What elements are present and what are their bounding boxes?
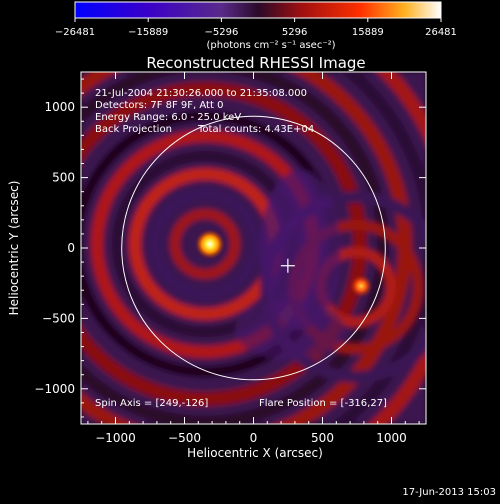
colorbar-tick-label: 15889: [352, 27, 384, 38]
y-axis-label: Heliocentric Y (arcsec): [7, 181, 21, 316]
annotation-time: 21-Jul-2004 21:30:26.000 to 21:35:08.000: [95, 88, 307, 99]
overlay: [121, 115, 386, 381]
colorbar-tick-label: 5296: [282, 27, 307, 38]
annotation-counts: Total counts: 4.43E+04: [197, 124, 314, 135]
secondary-source: [349, 274, 373, 298]
solar-disk-limb: [121, 115, 386, 381]
y-tick-label: −500: [42, 311, 75, 325]
primary-source: [194, 229, 226, 260]
x-tick-label: 0: [250, 431, 258, 445]
image-texture: [81, 72, 426, 424]
sources: [194, 229, 373, 298]
annotation-detectors: Detectors: 7F 8F 9F, Att 0: [95, 100, 223, 111]
annotation-energy: Energy Range: 6.0 - 25.0 keV: [95, 112, 241, 123]
colorbar-units: (photons cm⁻² s⁻¹ asec⁻²): [206, 40, 335, 51]
colorbar: −26481 −15889 −5296 5296 15889 26481 (photons…: [55, 1, 457, 51]
y-tick-label: 0: [67, 241, 75, 255]
colorbar-gradient: [74, 1, 442, 19]
x-tick-label: 500: [311, 431, 334, 445]
annotation-spin-axis: Spin Axis = [249,-126]: [95, 398, 208, 409]
annotation-flare-position: Flare Position = [-316,27]: [259, 398, 387, 409]
colorbar-tick-label: −5296: [204, 27, 238, 38]
x-tick-label: 1000: [376, 431, 407, 445]
fringe-pattern: [81, 72, 426, 424]
chart-title: Reconstructed RHESSI Image: [146, 54, 365, 72]
axis-ticks: −1000 −500 0 500 1000 −1000 −500 0 500 1000: [34, 72, 426, 445]
timestamp: 17-Jun-2013 15:03: [402, 487, 496, 498]
y-tick-label: 1000: [44, 100, 75, 114]
colorbar-ticks: −26481 −15889 −5296 5296 15889 26481: [55, 18, 457, 38]
x-axis-label: Heliocentric X (arcsec): [187, 446, 323, 460]
x-tick-label: −1000: [95, 431, 136, 445]
y-tick-label: 500: [52, 171, 75, 185]
colorbar-tick-label: −15889: [128, 27, 168, 38]
y-tick-label: −1000: [34, 382, 75, 396]
colorbar-tick-label: −26481: [55, 27, 95, 38]
annotation-method: Back Projection: [95, 124, 172, 135]
colorbar-tick-label: 26481: [425, 27, 457, 38]
x-tick-label: −500: [168, 431, 201, 445]
annotations: 21-Jul-2004 21:30:26.000 to 21:35:08.000…: [95, 88, 387, 409]
image-plot: −1000 −500 0 500 1000 −1000 −500 0 500 1000: [34, 71, 427, 445]
